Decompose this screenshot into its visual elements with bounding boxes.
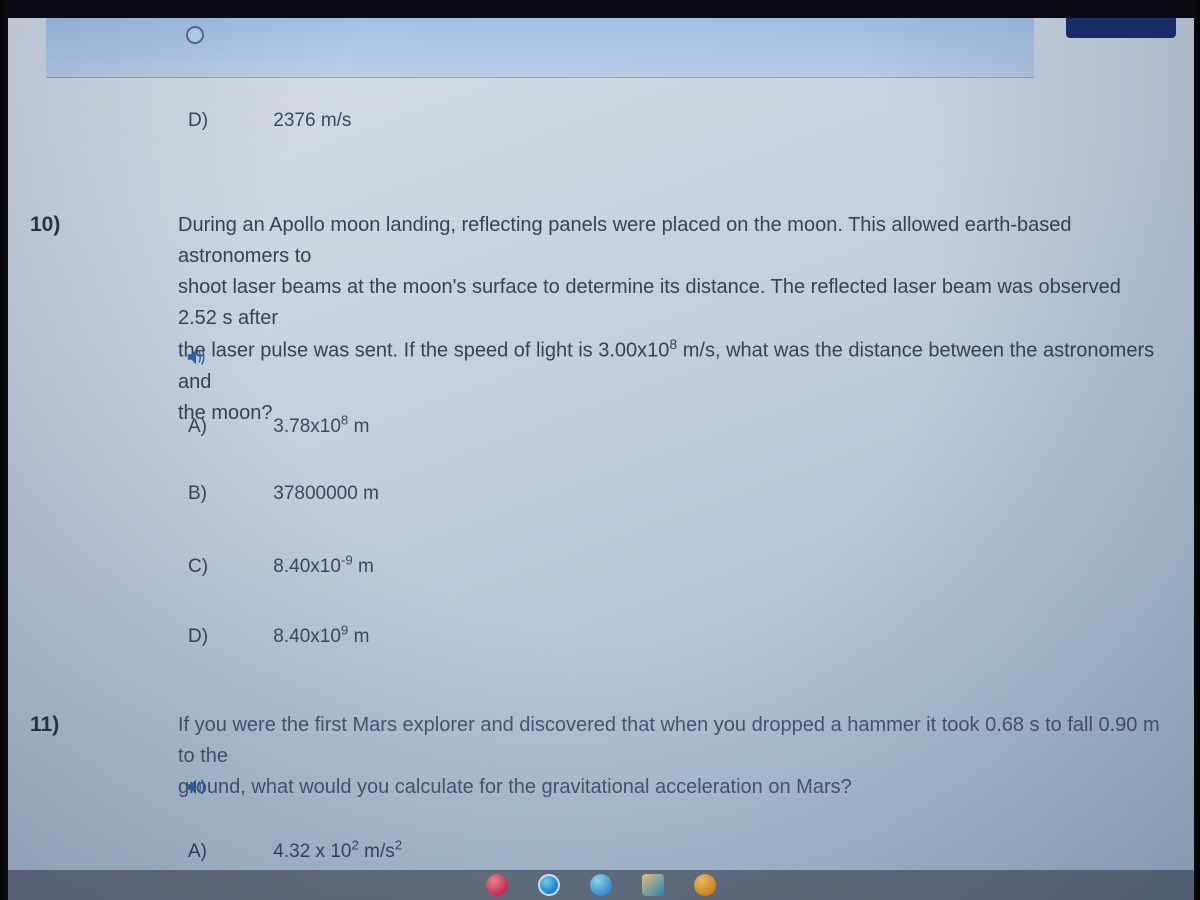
taskbar-app-icon[interactable] [590,874,612,896]
question-11-text: If you were the first Mars explorer and … [178,710,1164,803]
option-value: 2376 m/s [273,110,351,131]
q11-line2: ground, what would you calculate for the… [178,776,852,798]
taskbar-app-icon[interactable] [486,874,508,896]
speaker-icon[interactable] [186,348,208,366]
taskbar-app-icon[interactable] [538,874,560,896]
option-label: A) [188,416,268,438]
option-value: 8.40x10-9 m [273,556,374,577]
q10-option-b[interactable]: B) 37800000 m [188,483,379,505]
taskbar [8,870,1194,900]
option-label: B) [188,483,268,505]
q10-line2: shoot laser beams at the moon's surface … [178,276,1121,329]
quiz-page: D) 2376 m/s 10) During an Apollo moon la… [8,18,1194,900]
option-value: 37800000 m [273,483,379,504]
q10-line3-pre: the laser pulse was sent. If the speed o… [178,340,669,362]
question-number-11: 11) [30,713,59,737]
q10-option-a[interactable]: A) 3.78x108 m [188,413,369,438]
q10-option-c[interactable]: C) 8.40x10-9 m [188,553,374,578]
option-label: A) [188,841,268,863]
option-label: D) [188,626,268,648]
speaker-icon[interactable] [186,778,208,796]
prev-option-d[interactable]: D) 2376 m/s [188,110,351,132]
q10-option-d[interactable]: D) 8.40x109 m [188,623,369,648]
taskbar-app-icon[interactable] [642,874,664,896]
previous-answer-highlight [46,18,1034,78]
question-number-10: 10) [30,213,60,237]
option-label: D) [188,110,268,132]
q11-option-a[interactable]: A) 4.32 x 102 m/s2 [188,838,402,863]
q11-line1: If you were the first Mars explorer and … [178,714,1160,767]
taskbar-app-icon[interactable] [694,874,716,896]
radio-selected-prev[interactable] [186,26,204,44]
option-label: C) [188,556,268,578]
header-chip [1066,18,1176,38]
option-value: 4.32 x 102 m/s2 [273,841,402,862]
q10-line1: During an Apollo moon landing, reflectin… [178,214,1072,267]
option-value: 3.78x108 m [273,416,369,437]
question-10-text: During an Apollo moon landing, reflectin… [178,210,1164,429]
option-value: 8.40x109 m [273,626,369,647]
